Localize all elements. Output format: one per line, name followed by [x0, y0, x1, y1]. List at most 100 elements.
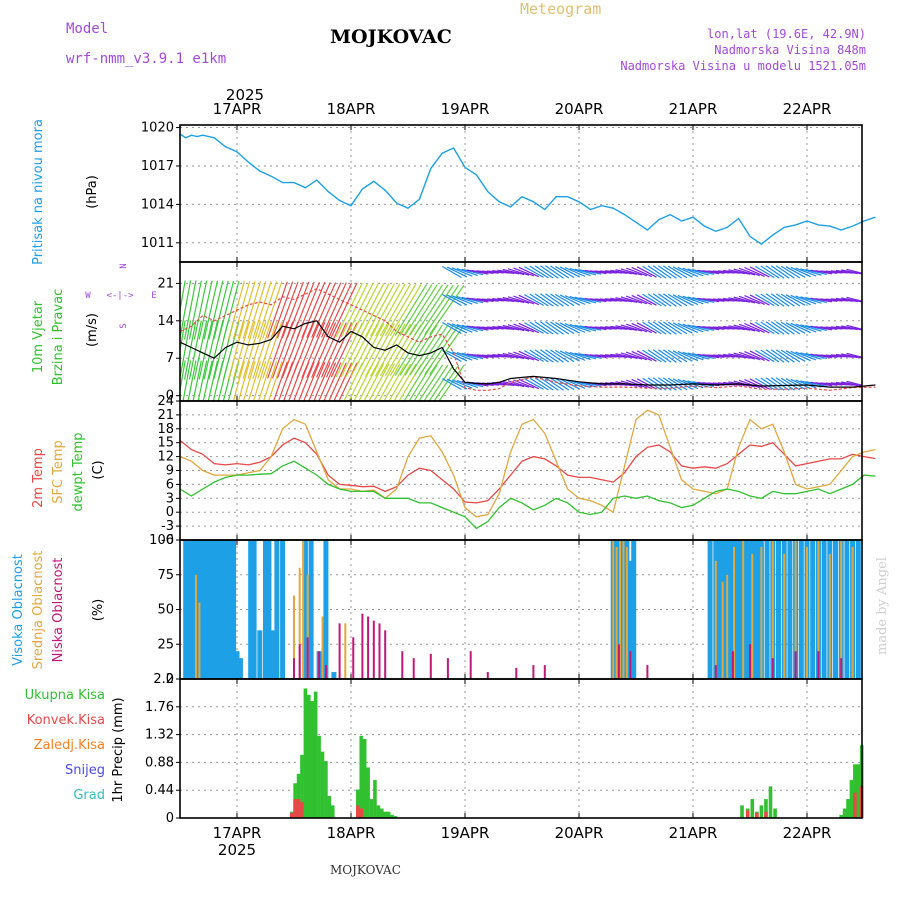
- wind-arrow: [631, 378, 652, 390]
- precip-total-bar: [383, 811, 387, 818]
- wind-arrow: [760, 265, 780, 279]
- wind-arrow: [456, 323, 478, 333]
- x-day-label-top: 21APR: [669, 100, 718, 118]
- cloud-low-bar: [543, 665, 546, 679]
- precip-total-bar: [320, 751, 325, 818]
- wind-arrow: [682, 351, 704, 361]
- y-tick-label: 1020: [141, 121, 174, 136]
- cloud-mid-bar: [783, 553, 786, 679]
- wind-arrow: [564, 267, 586, 277]
- pressure-label-unit: (hPa): [85, 175, 100, 209]
- wind-arrow: [311, 282, 337, 338]
- year-label-bottom: 2025: [218, 841, 256, 859]
- wind-arrow: [529, 349, 549, 363]
- wind-arrow: [442, 293, 462, 307]
- wind-arrow: [545, 377, 564, 391]
- wind-arrow: [296, 321, 321, 379]
- wind-arrows: [180, 265, 862, 401]
- wind-arrow: [662, 321, 682, 335]
- cloud-low-bar: [646, 665, 649, 679]
- cloud-mid-bar: [742, 540, 745, 679]
- wind-arrow: [428, 364, 454, 401]
- precip-conv-bar: [356, 805, 360, 818]
- cloud-high-bar: [833, 540, 838, 679]
- wind-arrow: [559, 350, 580, 362]
- y-tick-label: 0: [166, 672, 174, 687]
- wind-arrow: [534, 265, 554, 279]
- wind-arrow: [497, 325, 520, 331]
- cloud-high-bar: [234, 651, 240, 679]
- wind-arrow: [242, 361, 256, 401]
- wind-arrow: [303, 361, 321, 401]
- wind-arrow: [805, 324, 827, 332]
- precip-conv-bar: [755, 812, 759, 818]
- wind-arrow: [379, 323, 412, 377]
- precip-conv-bar: [359, 808, 364, 818]
- wind-arrow: [408, 364, 433, 401]
- wind-arrow: [692, 297, 715, 303]
- wind-arrow: [545, 349, 564, 363]
- wind-arrow: [218, 280, 235, 340]
- precip-total-bar: [856, 764, 861, 818]
- cloud-label-high: Visoka Oblacnost: [11, 554, 26, 666]
- precip-conv-bar: [764, 811, 768, 818]
- wind-arrow: [502, 380, 525, 388]
- wind-arrow: [550, 377, 570, 391]
- cloud-high-bar: [248, 540, 254, 679]
- wind-arrow: [466, 353, 489, 359]
- cloud-high-bar: [323, 540, 329, 679]
- wind-arrow: [442, 377, 462, 391]
- cloud-mid-bar: [612, 540, 615, 679]
- wind-arrow: [723, 297, 746, 303]
- cloud-high-bar: [270, 630, 276, 679]
- wind-arrow: [733, 268, 756, 276]
- wind-arrow: [626, 323, 648, 333]
- wind-arrow: [657, 321, 677, 335]
- wind-arrow: [227, 320, 245, 380]
- y-tick-label: 1014: [141, 197, 174, 212]
- temp-label-2m: 2m Temp: [31, 448, 46, 508]
- precip-label-unit: 1hr Precip (mm): [111, 697, 126, 802]
- wind-arrow: [790, 350, 811, 362]
- wind-arrow: [564, 379, 586, 389]
- wind-arrow: [755, 265, 775, 279]
- wind-arrow: [232, 360, 245, 401]
- wind-arrow: [728, 269, 751, 275]
- wind-arrow: [785, 350, 806, 362]
- wind-arrow: [775, 377, 795, 391]
- wind-arrow: [232, 280, 251, 340]
- wind-arrow: [846, 324, 862, 330]
- precip-total-bar: [313, 691, 318, 818]
- wind-arrow: [461, 296, 484, 304]
- y-tick-label: -6: [161, 533, 174, 548]
- wind-arrow: [569, 295, 591, 305]
- wind-arrow: [770, 349, 790, 363]
- wind-arrow: [414, 284, 449, 336]
- compass-east: E: [151, 291, 156, 301]
- wind-arrow: [559, 322, 580, 334]
- wind-arrow: [647, 321, 667, 335]
- wind-arrow: [534, 349, 554, 363]
- cloud-low-bar: [731, 651, 734, 679]
- wind-arrow: [383, 363, 406, 401]
- wind-arrow: [237, 360, 251, 401]
- cloud-mid-bar: [625, 546, 628, 679]
- wind-arrow: [738, 295, 761, 305]
- wind-arrow: [550, 265, 570, 279]
- wind-arrow: [192, 360, 202, 401]
- wind-arrow: [795, 267, 817, 277]
- wind-arrow: [540, 265, 559, 279]
- wind-arrow: [518, 322, 540, 334]
- wind-arrow: [800, 324, 822, 332]
- pressure-ylabels: Pritisak na nivou mora (hPa): [31, 119, 100, 265]
- wind-arrow: [524, 322, 544, 334]
- wind-arrow: [451, 267, 473, 277]
- y-tick-label: 75: [157, 568, 174, 583]
- cloud-high-bar: [237, 658, 243, 679]
- wind-arrow: [442, 349, 462, 363]
- wind-arrow: [550, 293, 570, 307]
- cloud-low-bar: [352, 637, 355, 679]
- y-tick-label: 24: [157, 394, 174, 409]
- wind-arrow: [227, 360, 240, 401]
- precip-conv-bar: [300, 802, 304, 818]
